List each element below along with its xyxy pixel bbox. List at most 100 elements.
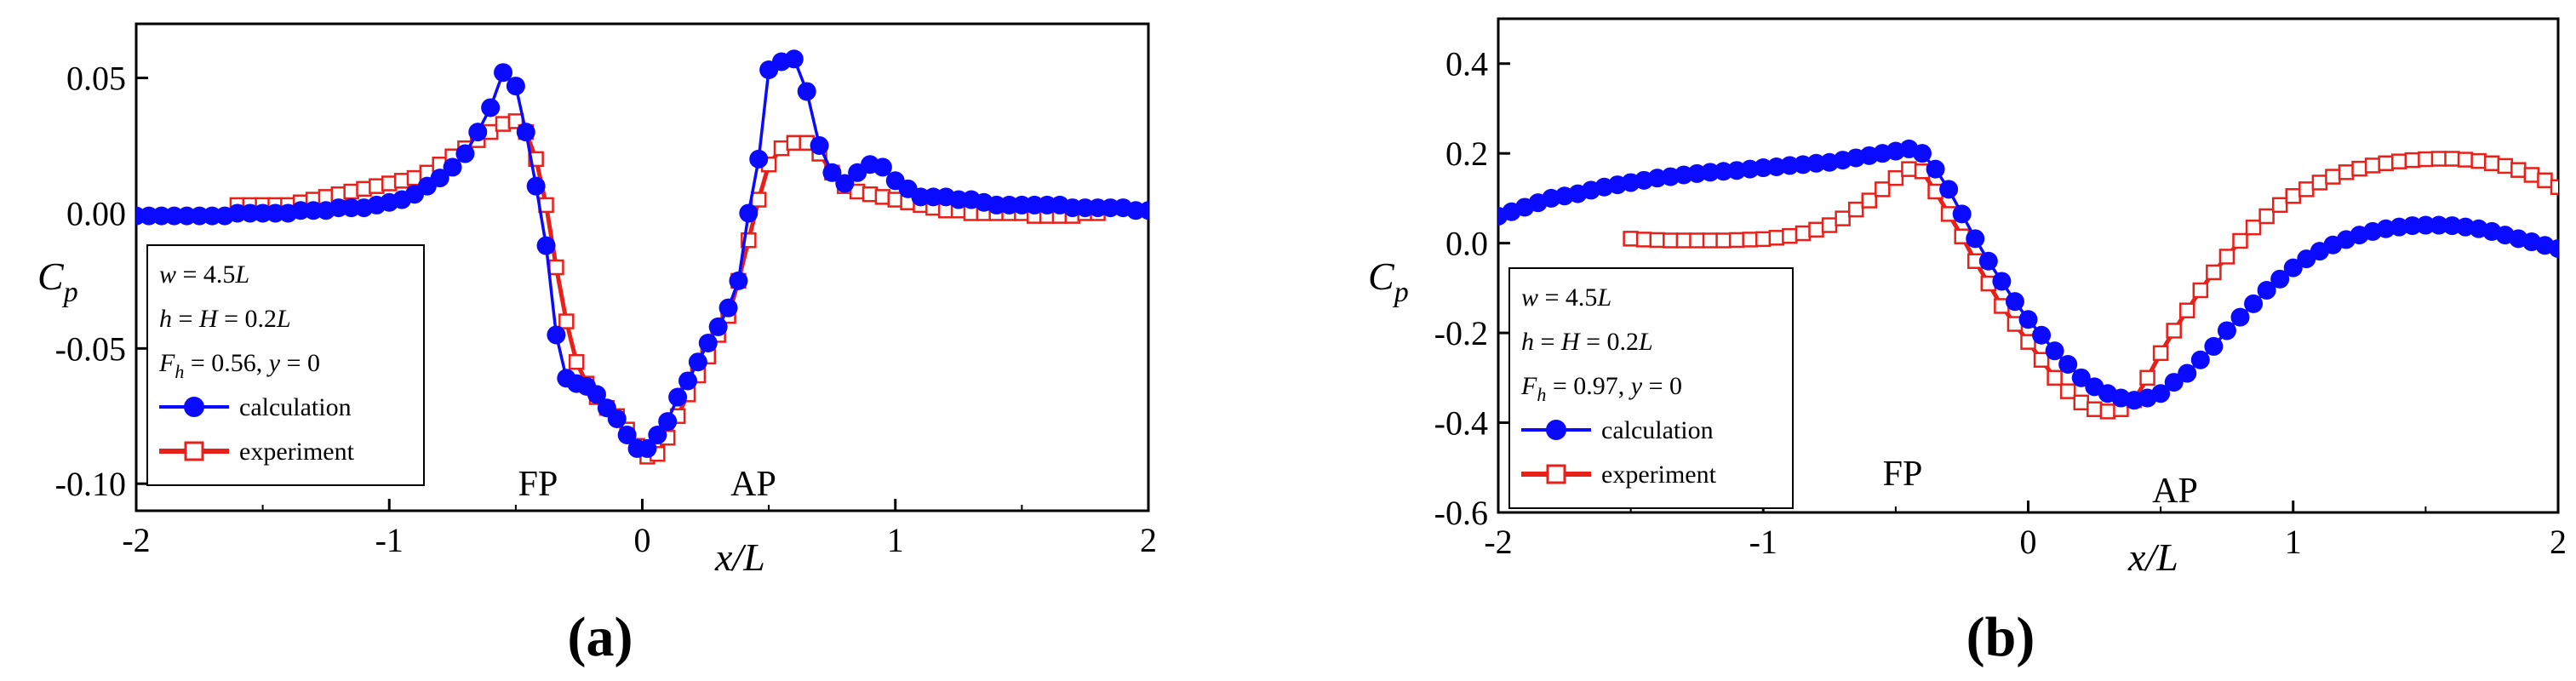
data-point-experiment [2311,175,2328,191]
data-point-experiment [2298,181,2315,197]
data-point-calculation [494,63,513,83]
legend-label-calculation: calculation [239,393,352,421]
data-point-calculation [1714,162,1733,181]
data-point-experiment [1861,192,1877,209]
data-point-experiment [1663,232,1679,249]
data-point-calculation [1966,229,1985,249]
data-point-calculation [506,77,525,96]
legend-param-0: w = 4.5L [159,260,249,289]
data-point-experiment [2087,401,2103,417]
data-point-calculation [1939,180,1959,199]
data-point-calculation [1806,153,1826,173]
data-point-calculation [536,236,556,255]
data-point-calculation [1139,201,1148,220]
data-point-calculation [797,82,816,101]
x-tick-label: 0 [2020,523,2037,561]
data-point-calculation [468,123,488,142]
data-point-calculation [1701,163,1720,182]
data-point-experiment [2351,160,2367,177]
data-point-experiment [1702,232,1719,249]
y-tick-label: -0.05 [55,329,126,368]
data-point-experiment [2537,172,2553,189]
series-layer [136,49,1148,465]
data-point-calculation [1978,251,1998,271]
x-tick-label: -1 [375,521,404,559]
data-point-calculation [784,49,804,69]
data-point-calculation [2217,321,2236,340]
chart-panel-b: -2 -1 0 1 2 0.4 0.2 0.0 -0.2 -0.4 -0.6 Cp x/L FP AP w =… [1368,17,2567,668]
legend: w = 4.5L h = H = 0.2L Fh = 0.97, y = 0 calc… [1508,267,1794,509]
data-point-calculation [1952,204,1972,224]
data-point-experiment [1768,230,1785,246]
chart-panel-a: -2 -1 0 1 2 0.05 0.00 -0.05 -0.10 Cp x/L FP AP w = 4.… [37,22,1157,668]
y-tick-label: -0.4 [1434,404,1488,443]
data-point-experiment [1715,232,1732,249]
legend-param-1: h = H = 0.2L [159,305,291,333]
annotation-ap: AP [2152,472,2198,511]
data-point-experiment [2059,383,2076,399]
data-point-experiment [2404,152,2421,169]
data-point-calculation [2178,363,2197,383]
data-point-calculation [2416,215,2436,235]
panel-label: (a) [568,606,633,668]
data-point-calculation [2018,310,2038,329]
data-point-calculation [481,98,501,117]
data-point-experiment [887,192,903,208]
data-point-experiment [1887,169,1904,186]
panel-label: (b) [1966,606,2035,668]
data-point-experiment [874,189,891,205]
data-point-calculation [455,144,475,163]
data-point-calculation [526,176,546,196]
data-point-experiment [369,178,385,194]
data-point-experiment [2099,403,2116,420]
x-tick-label: -2 [122,521,150,559]
data-point-calculation [688,352,707,372]
legend: w = 4.5L h = H = 0.2L Fh = 0.56, y = 0 calc… [146,244,425,486]
y-axis-label-main: C [37,255,65,298]
data-point-experiment [1728,232,1745,249]
data-point-experiment [1623,231,1639,247]
data-point-experiment [2378,155,2394,172]
data-point-experiment [2258,208,2275,225]
legend-label-experiment: experiment [239,438,355,466]
data-point-experiment [2470,152,2487,169]
data-point-calculation [749,149,769,169]
x-tick-label: 1 [2285,523,2302,561]
data-point-calculation [1992,272,2012,291]
data-point-calculation [638,438,657,458]
data-point-experiment [2364,157,2381,174]
data-point-calculation [2549,238,2558,258]
data-point-calculation [2283,258,2303,278]
data-point-experiment [381,175,398,192]
data-point-experiment [1675,232,1692,249]
data-point-experiment [2391,153,2407,169]
data-point-experiment [2232,232,2248,249]
data-point-experiment [1901,161,1917,177]
data-point-calculation [587,385,606,404]
data-point-calculation [873,157,892,177]
x-tick-label: -1 [1749,523,1777,561]
y-tick-label: 0.00 [66,194,126,232]
y-axis-label-sub: p [62,277,78,308]
data-point-experiment [786,134,803,152]
data-point-calculation [678,371,698,391]
y-tick-label: 0.0 [1445,225,1488,263]
legend-param-2: Fh = 0.56, y = 0 [158,349,320,382]
data-point-calculation [658,412,678,432]
data-point-experiment [2444,151,2460,167]
x-tick-label: -2 [1484,523,1512,561]
data-point-experiment [2418,151,2434,168]
data-point-calculation [617,426,637,445]
data-point-experiment [2523,167,2540,183]
data-point-calculation [2151,384,2171,403]
data-point-calculation [516,123,535,142]
data-point-experiment [1821,217,1838,233]
data-point-experiment [568,353,585,370]
data-point-calculation [1913,144,1932,163]
y-axis-label-sub: p [1393,277,1409,308]
legend-param-0: w = 4.5L [1521,283,1611,312]
data-point-experiment [2218,249,2235,265]
data-point-calculation [810,136,829,155]
data-point-experiment [750,192,767,208]
data-point-calculation [2045,341,2064,361]
